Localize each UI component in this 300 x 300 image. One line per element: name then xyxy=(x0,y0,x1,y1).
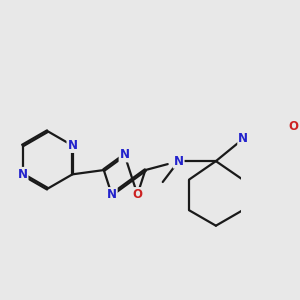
Text: O: O xyxy=(132,188,142,201)
Text: N: N xyxy=(68,139,77,152)
Text: N: N xyxy=(174,154,184,168)
Text: N: N xyxy=(17,168,28,181)
Text: N: N xyxy=(238,132,248,145)
Text: O: O xyxy=(289,120,298,133)
Text: N: N xyxy=(107,188,117,201)
Text: N: N xyxy=(120,148,130,161)
